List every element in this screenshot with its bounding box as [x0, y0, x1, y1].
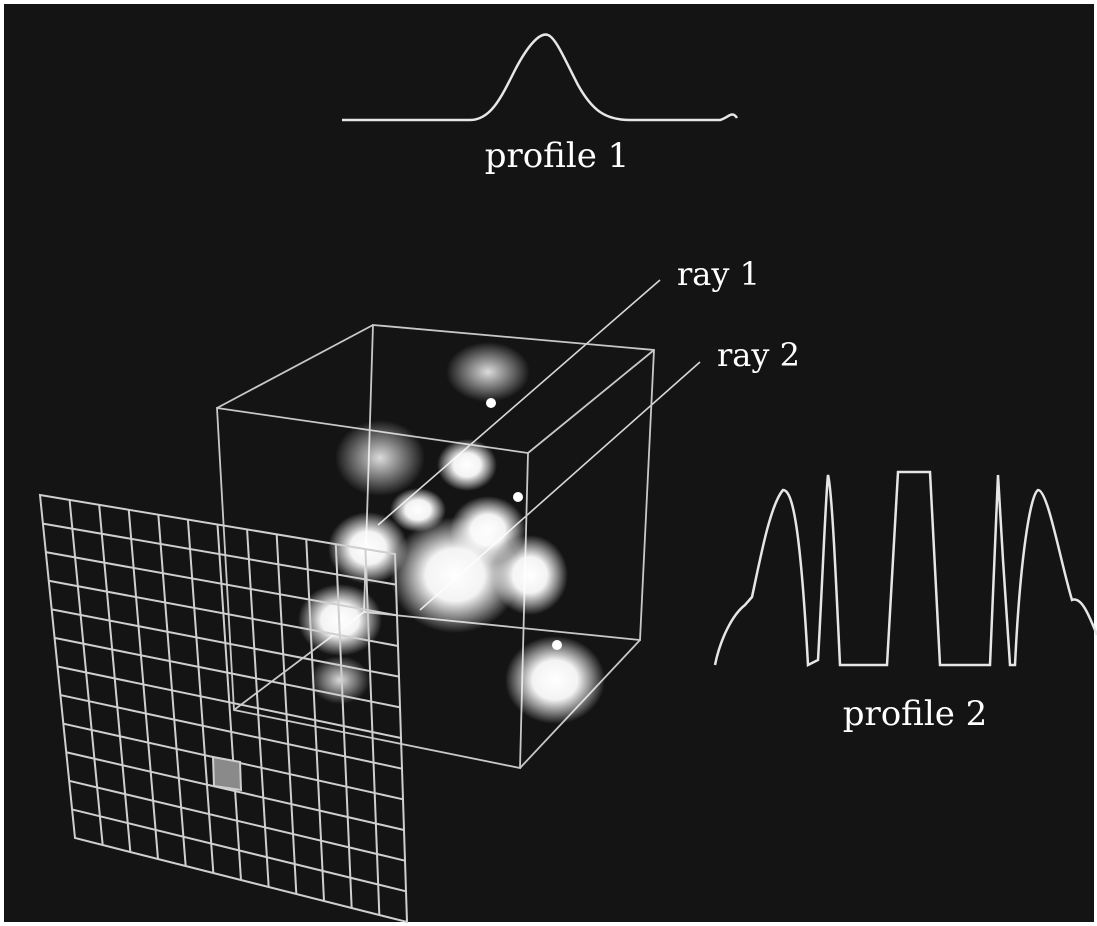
profile-2-curve — [713, 470, 1097, 667]
grid-line-horizontal — [71, 808, 407, 893]
image-plane-grid — [38, 493, 409, 924]
ray-1-label: ray 1 — [677, 255, 760, 293]
grid-line-horizontal — [68, 779, 406, 862]
profile-1-label: profile 1 — [485, 136, 630, 176]
volume-blobs — [298, 342, 605, 724]
ray-1-line — [377, 279, 661, 526]
figure-background — [4, 4, 1094, 922]
highlighted-pixel — [211, 755, 243, 792]
profile-2-label: profile 2 — [843, 694, 988, 734]
profile-1-curve — [342, 33, 739, 122]
grid-line-vertical — [364, 549, 381, 916]
ray-2-label: ray 2 — [717, 336, 800, 374]
